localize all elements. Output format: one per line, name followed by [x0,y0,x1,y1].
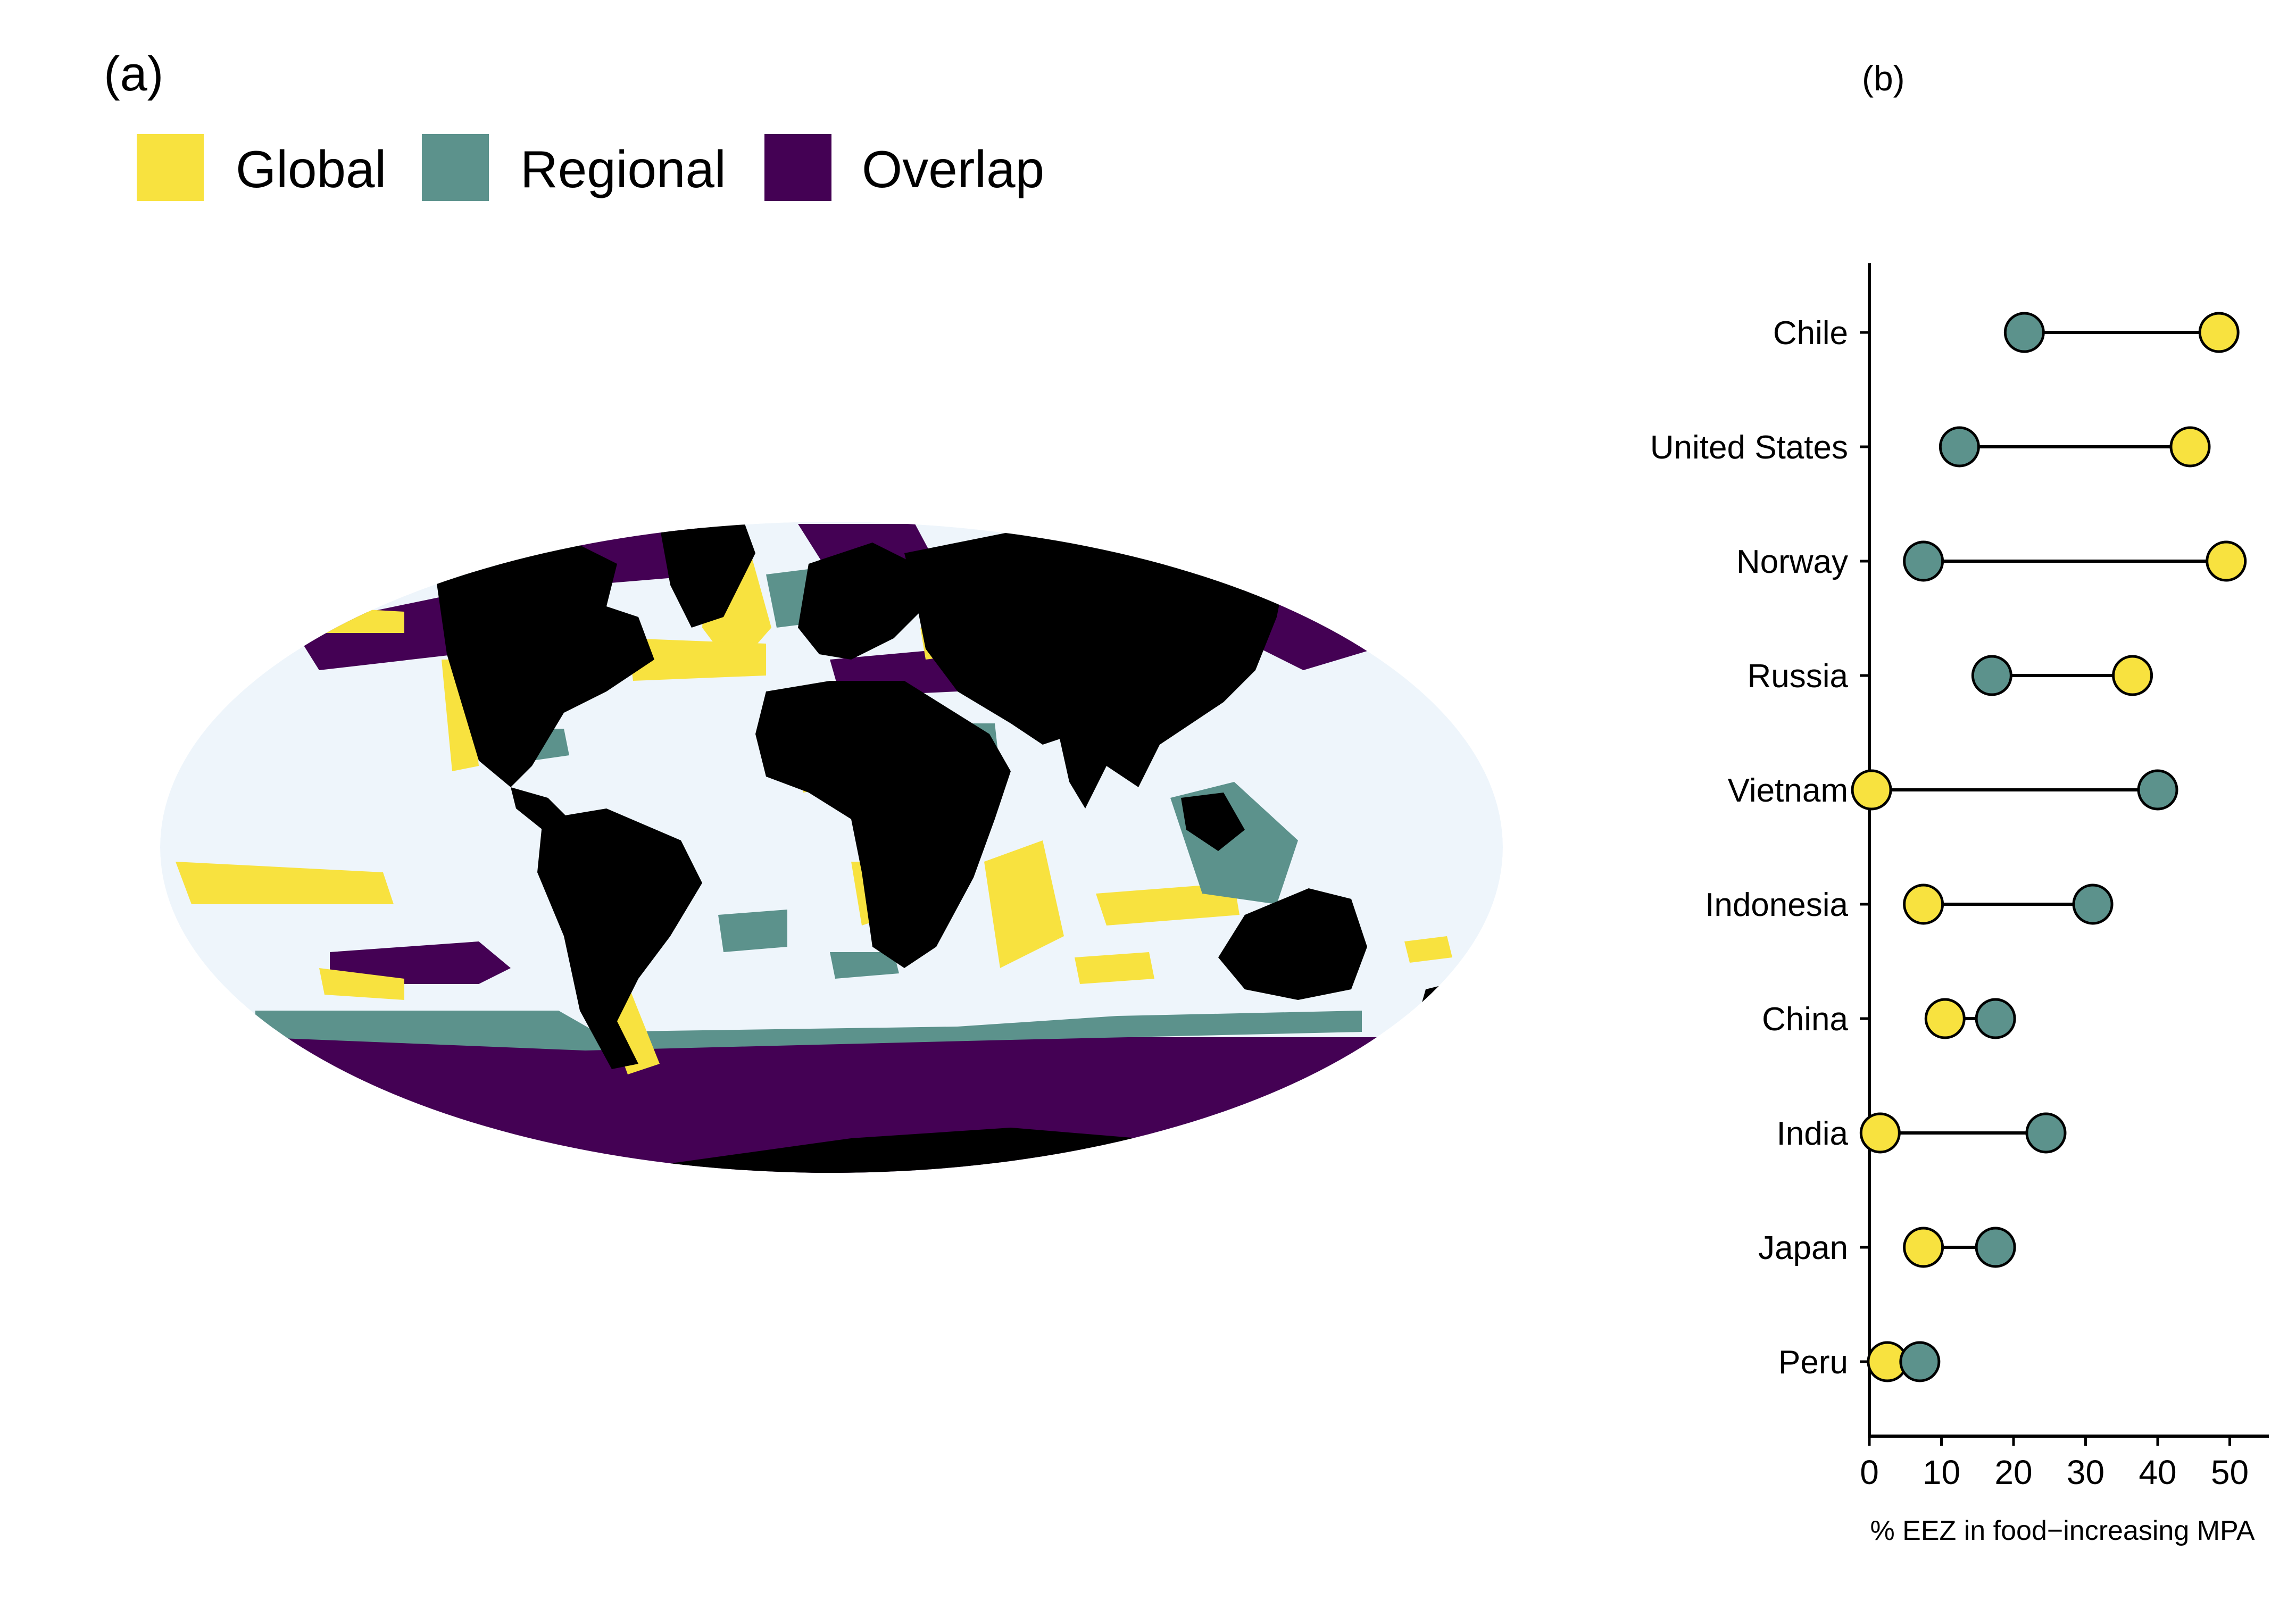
x-tick-label-50: 50 [2211,1453,2249,1491]
panel-a-label: (a) [104,47,163,101]
point-global-russia [2112,655,2153,696]
land-south-america [537,808,702,1069]
x-tick-label-20: 20 [1994,1453,2032,1491]
point-regional-united-states [1939,426,1980,468]
point-global-norway [2206,540,2247,582]
category-label-india: India [1777,1115,1849,1152]
dumbbell-points [1851,312,2247,1382]
point-regional-norway [1903,540,1944,582]
point-regional-indonesia [2072,883,2114,925]
point-regional-india [2025,1112,2067,1154]
category-label-united-states: United States [1650,429,1848,466]
land-north-america [436,543,654,787]
point-global-indonesia [1903,883,1944,925]
point-global-vietnam [1851,769,1892,811]
point-regional-chile [2003,312,2045,353]
legend-label-global: Global [236,140,386,198]
land-europe [798,543,926,660]
land-greenland [660,524,755,628]
point-global-china [1924,998,1966,1039]
x-tick-label-40: 40 [2139,1453,2176,1491]
x-ticks: 0 10 20 30 40 50 [1860,1436,2249,1491]
legend-swatch-overlap [764,134,831,201]
category-label-japan: Japan [1758,1230,1848,1266]
regional-southern-band [255,1011,1362,1051]
land-southeast-asia-islands [1181,793,1245,851]
point-regional-japan [1975,1227,2016,1268]
land-australia [1218,888,1367,1000]
category-label-russia: Russia [1747,658,1848,695]
x-tick-label-10: 10 [1923,1453,1960,1491]
point-global-united-states [2169,426,2211,468]
point-regional-china [1975,998,2016,1039]
category-label-norway: Norway [1736,544,1848,580]
category-label-chile: Chile [1773,315,1848,352]
overlap-south-pacific [330,941,511,984]
dumbbell-chart: Chile United States Norway Russia Vietnam Ind… [1650,263,2269,1546]
legend: Global Regional Overlap [137,134,1044,201]
world-map [160,522,1503,1173]
legend-label-regional: Regional [520,140,726,198]
x-tick-label-30: 30 [2067,1453,2104,1491]
category-ticks: Chile United States Norway Russia Vietnam Ind… [1650,315,1869,1381]
x-tick-label-0: 0 [1860,1453,1879,1491]
point-regional-peru [1899,1341,1941,1382]
category-label-vietnam: Vietnam [1728,772,1848,809]
land [436,524,1447,1173]
point-global-japan [1903,1227,1944,1268]
category-label-indonesia: Indonesia [1705,887,1848,923]
point-regional-russia [1971,655,2012,696]
land-india [1059,734,1107,808]
land-africa [755,681,1011,968]
legend-swatch-global [137,134,204,201]
legend-label-overlap: Overlap [862,140,1044,198]
category-label-peru: Peru [1778,1344,1848,1381]
overlap-southern-ocean [160,1037,1503,1173]
x-axis-title: % EEZ in food−increasing MPA [1870,1515,2255,1546]
point-global-india [1859,1112,1901,1154]
category-label-china: China [1762,1001,1849,1038]
land-asia [904,527,1287,787]
point-global-chile [2198,312,2240,353]
point-regional-vietnam [2137,769,2178,811]
dumbbell-segments [1871,331,2226,1363]
legend-swatch-regional [422,134,489,201]
panel-b-label: (b) [1862,59,1905,98]
